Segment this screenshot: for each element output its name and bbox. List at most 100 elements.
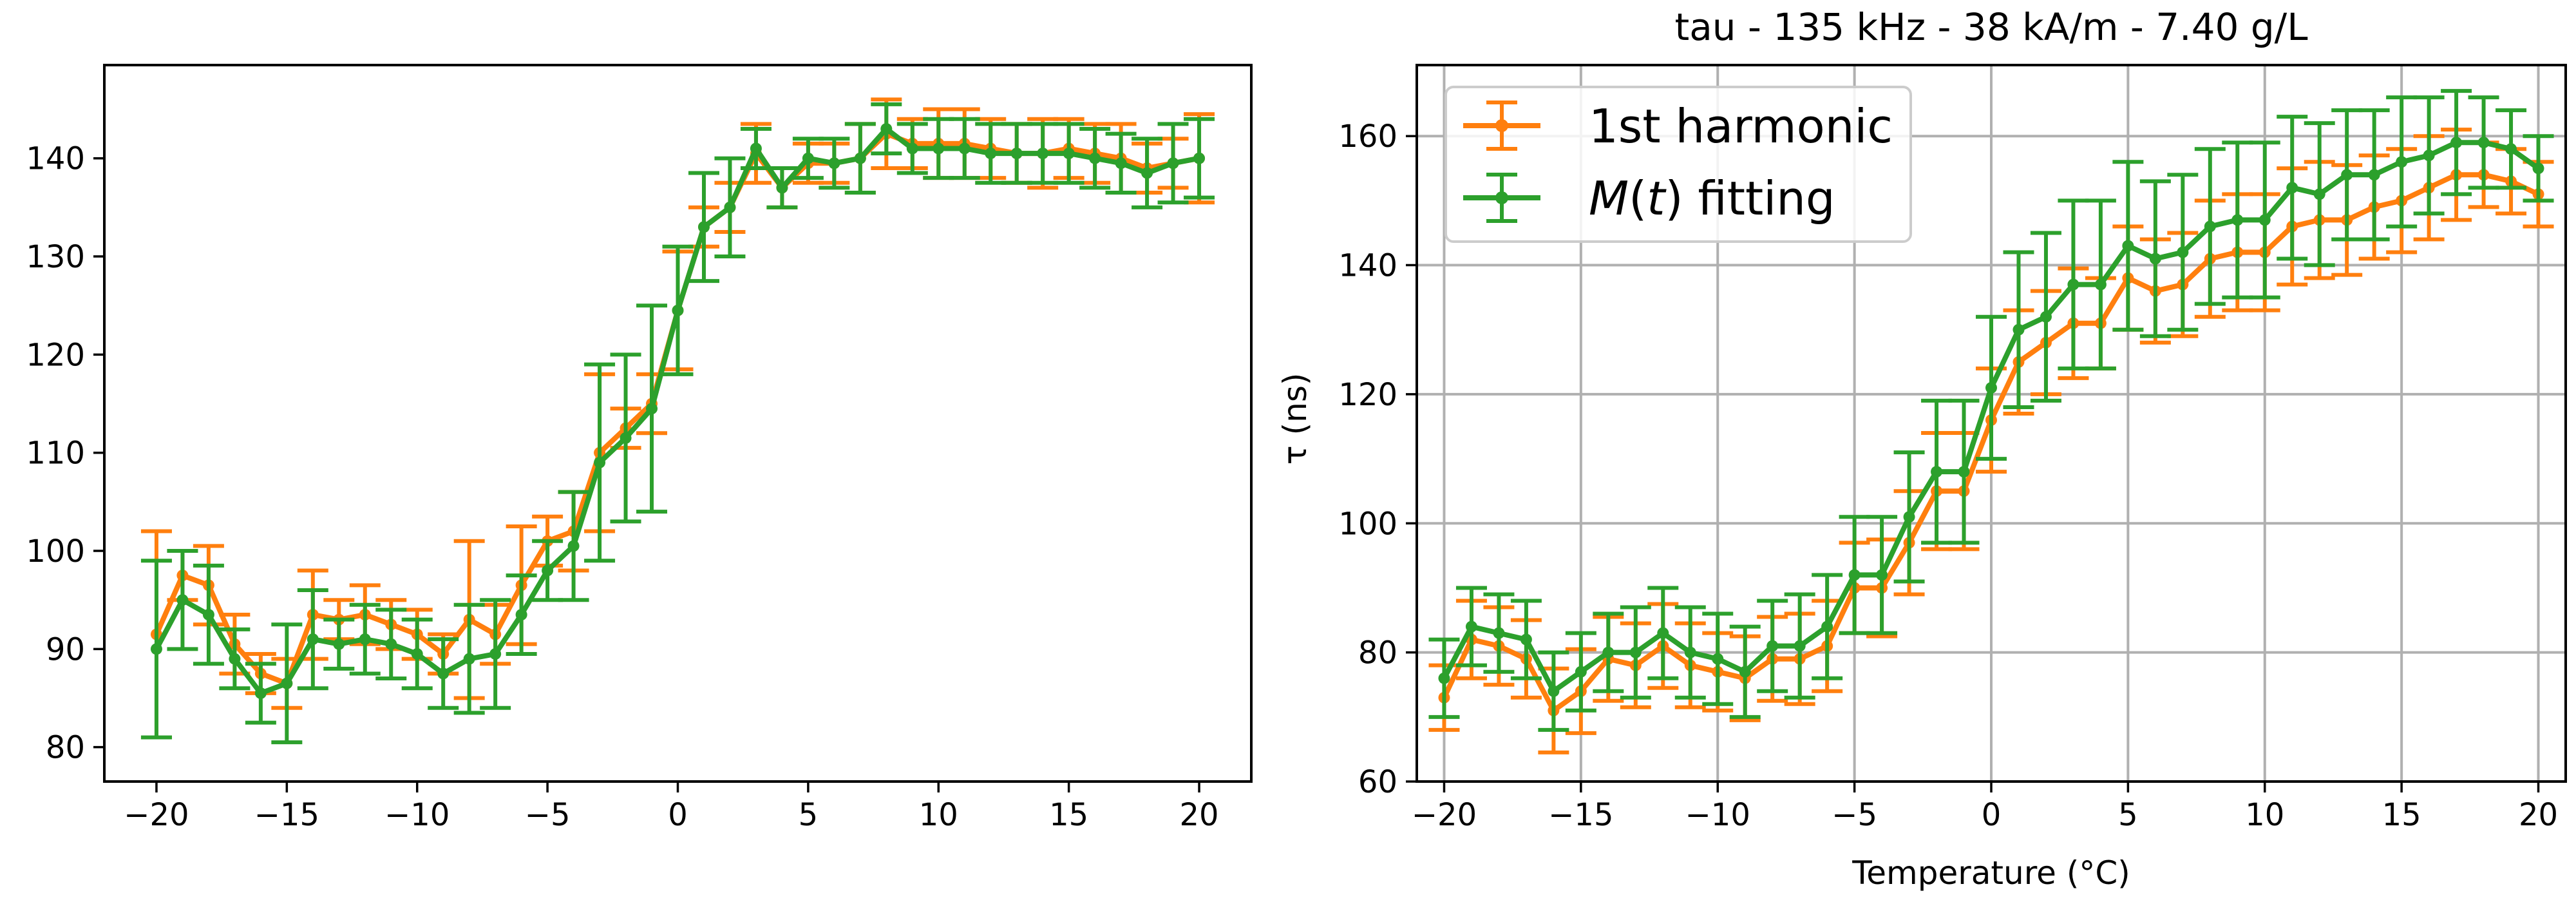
- data-point: [307, 633, 319, 646]
- right-panel: tau - 135 kHz - 38 kA/m - 7.40 g/L Tempe…: [1276, 5, 2567, 892]
- x-tick-label: 0: [668, 797, 688, 833]
- data-point: [2012, 323, 2025, 336]
- data-point: [1167, 157, 1179, 169]
- data-point: [2532, 162, 2544, 175]
- legend-box: [1444, 86, 1912, 243]
- data-point: [2396, 156, 2408, 168]
- data-point: [2505, 143, 2517, 155]
- data-point: [1115, 157, 1127, 169]
- data-point: [750, 142, 762, 155]
- data-point: [933, 142, 945, 155]
- legend-swatch-marker: [1495, 191, 1508, 204]
- data-point: [1657, 627, 1669, 639]
- x-tick-label: −20: [1412, 797, 1477, 833]
- x-tick-label: 10: [2245, 797, 2284, 833]
- data-point: [2177, 246, 2189, 258]
- x-tick-label: −20: [124, 797, 189, 833]
- data-point: [2067, 278, 2079, 291]
- data-point: [1548, 685, 1560, 697]
- x-tick-label: −10: [1685, 797, 1750, 833]
- data-point: [1037, 148, 1049, 160]
- legend-item: M(t) fitting: [1463, 171, 1835, 225]
- data-point: [1794, 640, 1806, 652]
- data-point: [2204, 220, 2216, 233]
- data-point: [1010, 148, 1023, 160]
- data-point: [359, 633, 371, 646]
- x-tick-label: 15: [2382, 797, 2421, 833]
- y-tick-label: 100: [26, 533, 85, 570]
- y-axis-label: τ (ns): [1276, 373, 1314, 465]
- data-point: [2231, 214, 2244, 226]
- y-tick-label: 80: [1358, 635, 1397, 671]
- x-tick-label: 5: [2118, 797, 2138, 833]
- data-point: [1089, 152, 1101, 164]
- data-point: [1438, 672, 1450, 684]
- data-point: [229, 653, 241, 665]
- data-point: [776, 182, 788, 194]
- legend-label: M(t) fitting: [1589, 171, 1835, 225]
- x-tick-label: 0: [1982, 797, 2002, 833]
- y-tick-label: 140: [26, 141, 85, 177]
- data-point: [1063, 148, 1075, 160]
- data-point: [463, 653, 475, 665]
- data-point: [1903, 511, 1915, 523]
- data-point: [150, 643, 162, 655]
- data-point: [1684, 646, 1696, 658]
- data-point: [1493, 627, 1505, 639]
- y-tick-label: 80: [46, 730, 85, 766]
- y-tick-label: 60: [1358, 764, 1397, 800]
- data-point: [2341, 169, 2353, 181]
- data-point: [2286, 182, 2298, 194]
- data-point: [724, 201, 736, 213]
- legend-swatch-marker: [1495, 119, 1508, 132]
- data-point: [594, 456, 606, 468]
- x-tick-label: 20: [2519, 797, 2558, 833]
- data-point: [437, 667, 450, 680]
- data-point: [1931, 466, 1943, 478]
- axes-frame: [1416, 64, 2567, 783]
- data-point: [2477, 137, 2490, 149]
- data-point: [176, 594, 189, 606]
- x-tick-label: −15: [254, 797, 319, 833]
- data-point: [281, 677, 293, 689]
- data-point: [1712, 653, 1724, 665]
- x-tick-label: 10: [919, 797, 958, 833]
- x-tick-label: −10: [384, 797, 450, 833]
- data-point: [567, 540, 580, 552]
- data-point: [1520, 633, 1532, 646]
- y-tick-label: 100: [1338, 506, 1397, 542]
- data-point: [2423, 149, 2435, 162]
- data-point: [1193, 152, 1206, 164]
- legend-item: 1st harmonic: [1463, 99, 1893, 153]
- data-point: [2368, 169, 2380, 181]
- data-point: [1821, 620, 1833, 633]
- data-point: [880, 123, 893, 135]
- y-tick-label: 130: [26, 239, 85, 275]
- data-point: [906, 142, 918, 155]
- y-tick-label: 160: [1338, 119, 1397, 155]
- data-point: [1766, 640, 1779, 652]
- data-point: [828, 157, 840, 169]
- legend: 1st harmonic M(t) fitting: [1444, 86, 1912, 243]
- data-point: [1575, 666, 1587, 678]
- legend-label: 1st harmonic: [1589, 99, 1893, 153]
- left-panel: −20 −15 −10 −5 0 5 10 15 20 80 90 100 110 120 130 140: [26, 64, 1253, 833]
- data-point: [672, 304, 684, 316]
- data-point: [697, 221, 710, 233]
- x-tick-label: 15: [1049, 797, 1088, 833]
- data-point: [2259, 214, 2271, 226]
- x-tick-label: −5: [525, 797, 571, 833]
- data-point: [385, 638, 397, 650]
- data-point: [985, 148, 997, 160]
- data-point: [1465, 620, 1477, 633]
- data-point: [202, 609, 214, 621]
- data-point: [254, 687, 267, 699]
- series-fitting: [1428, 89, 2554, 732]
- data-point: [1629, 646, 1642, 658]
- axes-frame: [103, 64, 1253, 783]
- data-point: [489, 648, 502, 660]
- data-point: [2040, 311, 2052, 323]
- data-point: [515, 609, 527, 621]
